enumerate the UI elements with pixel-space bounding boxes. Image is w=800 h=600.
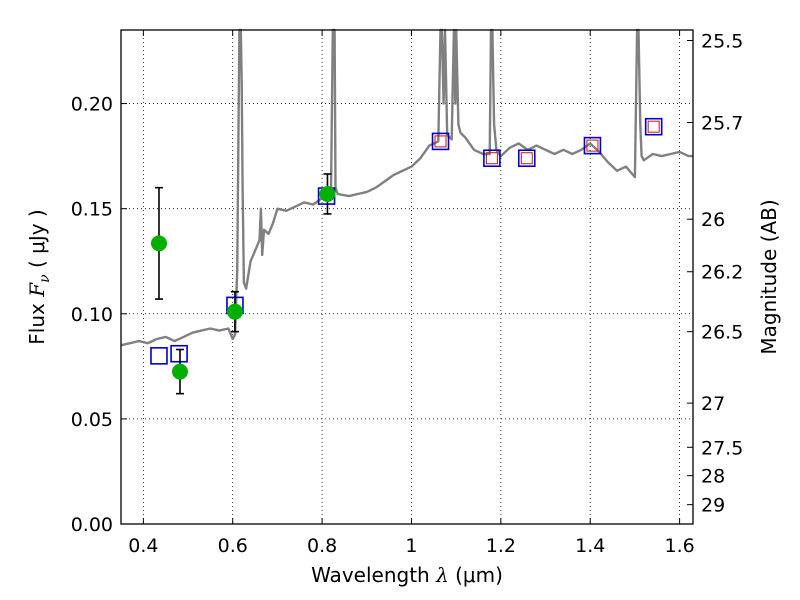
- square-marker: [583, 136, 602, 155]
- observed-point-marker: [226, 303, 243, 320]
- square-marker-outer: [483, 149, 501, 168]
- square-marker: [170, 344, 188, 363]
- observed-point: [319, 173, 336, 215]
- y2-tick-label: 26.2: [701, 262, 743, 284]
- y2-axis-title: Magnitude (AB): [757, 199, 781, 354]
- x-tick-label: 1.2: [486, 535, 516, 557]
- square-marker: [150, 347, 168, 365]
- y2-tick-label: 29: [701, 495, 725, 517]
- x-tick-label: 0.6: [218, 535, 248, 557]
- y2-tick-label: 27.5: [701, 437, 743, 459]
- y2-tick-label: 28: [701, 466, 725, 488]
- x-tick-label: 1.6: [664, 535, 694, 557]
- x-tick-label: 1: [405, 535, 417, 557]
- observed-point-marker: [171, 363, 188, 380]
- axis-ticks: 0.4 0.6 0.8 1 1.2 1.4 1.6 0.00 0.05 0.10 0.15 0.20 2…: [71, 30, 743, 557]
- square-marker: [517, 149, 536, 168]
- square-marker-outer: [517, 149, 536, 168]
- y-tick-label: 0.10: [71, 304, 113, 326]
- y2-tick-label: 25.5: [701, 31, 743, 53]
- y-tick-label: 0.15: [71, 199, 113, 221]
- square-marker: [431, 132, 450, 151]
- x-tick-label: 1.4: [575, 535, 605, 557]
- x-axis-title: Wavelength λ (μm): [311, 563, 503, 587]
- y2-tick-label: 25.7: [701, 112, 743, 134]
- y2-tick-label: 27: [701, 393, 725, 415]
- square-marker: [483, 149, 501, 168]
- observed-point: [171, 348, 188, 395]
- observed-points-series: [150, 173, 336, 395]
- x-tick-label: 0.4: [128, 535, 158, 557]
- square-marker-outer: [150, 347, 168, 365]
- y-tick-label: 0.20: [71, 94, 113, 116]
- square-marker-inner: [647, 120, 660, 133]
- square-marker-inner: [520, 152, 533, 165]
- y2-tick-label: 26: [701, 209, 725, 231]
- square-marker: [644, 117, 663, 136]
- observed-point-marker: [319, 185, 336, 202]
- observed-point: [150, 186, 167, 300]
- observed-point: [226, 290, 243, 333]
- plot-frame: [120, 29, 694, 525]
- square-marker-inner: [485, 152, 498, 165]
- square-marker-outer: [170, 344, 188, 363]
- y2-tick-label: 26.5: [701, 322, 743, 344]
- y-axis-title: Flux Fν ( μJy ): [25, 209, 53, 344]
- y-tick-label: 0.05: [71, 409, 113, 431]
- square-marker-outer: [644, 117, 663, 136]
- x-tick-label: 0.8: [307, 535, 337, 557]
- square-marker-outer: [431, 132, 450, 151]
- square-marker-inner: [586, 139, 599, 152]
- square-marker-outer: [583, 136, 602, 155]
- observed-point-marker: [150, 235, 167, 252]
- square-marker-inner: [434, 135, 447, 148]
- y-tick-label: 0.00: [71, 514, 113, 536]
- square-markers-series: [150, 117, 663, 365]
